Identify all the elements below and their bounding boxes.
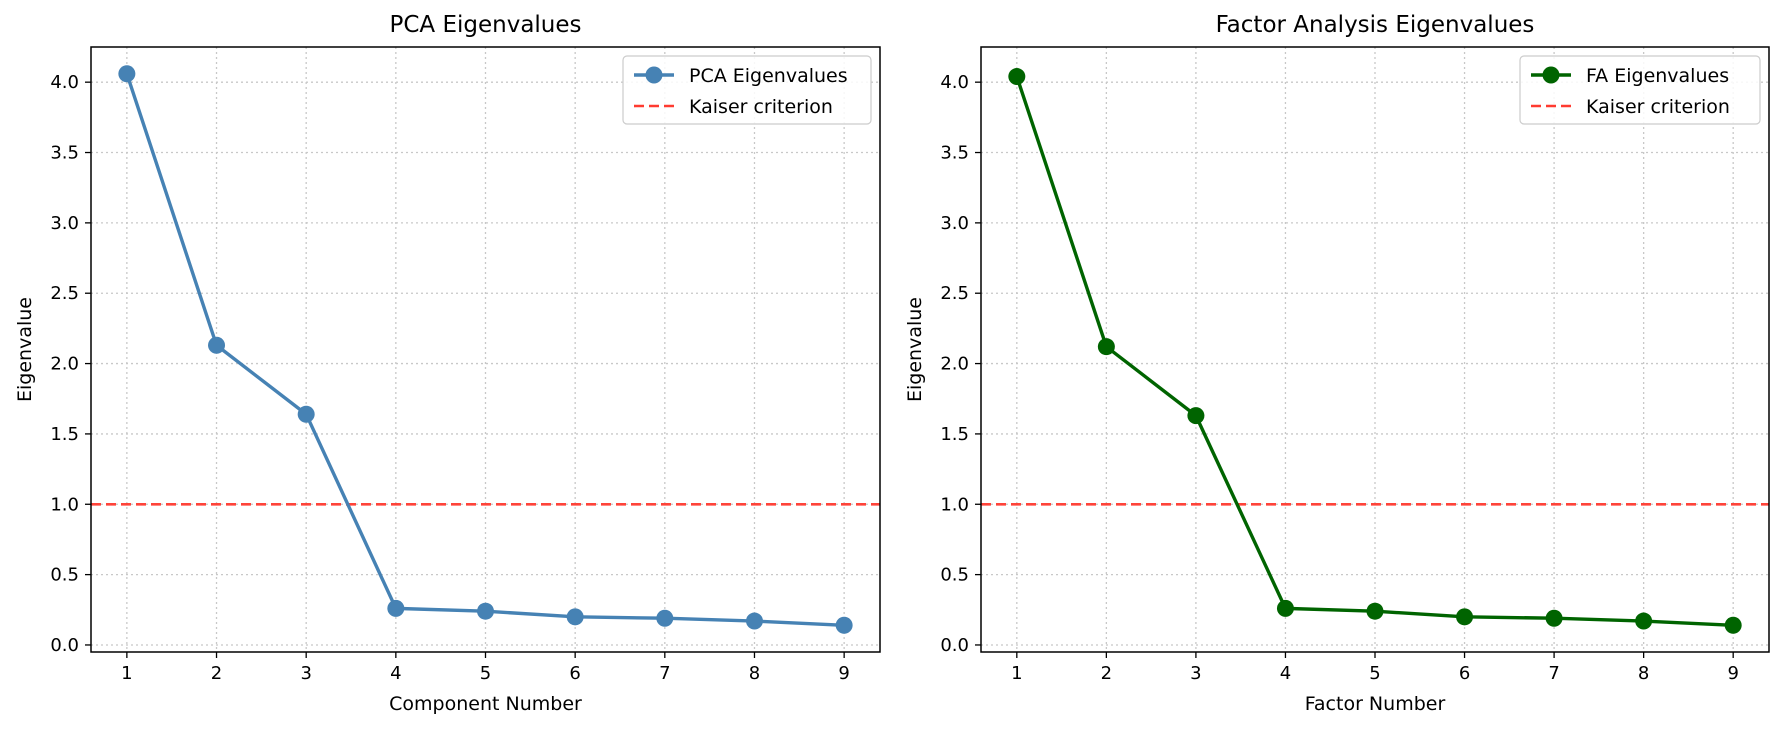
y-tick-label: 0.5 [940,565,969,586]
y-axis-label: Eigenvalue [14,297,36,402]
y-tick-label: 1.5 [50,424,79,445]
chart-fa: 1 2 3 4 5 6 7 8 9 0.0 0.5 1.0 1.5 2.0 2.5 3.0 3.5 4.0 Fact… [904,12,1770,715]
data-point [118,65,136,83]
y-tick-label: 0.0 [940,635,969,656]
data-point [208,336,226,354]
gridlines [91,47,880,652]
chart-title: PCA Eigenvalues [389,12,581,38]
x-tick-label: 6 [1459,663,1470,684]
x-tick-label: 3 [1190,663,1201,684]
legend-series-marker [645,66,663,84]
y-tick-label: 4.0 [940,72,969,93]
x-tick-label: 6 [569,663,580,684]
y-tick-label: 1.5 [940,424,969,445]
legend-box [622,55,872,125]
y-tick-label: 0.0 [50,635,79,656]
y-tick-label: 2.5 [50,283,79,304]
y-tick-label: 3.0 [940,213,969,234]
x-tick-label: 5 [1369,663,1380,684]
data-point [297,405,315,423]
data-point [1724,616,1742,634]
x-tick-label: 3 [300,663,311,684]
x-tick-label: 4 [1280,663,1291,684]
x-tick-label: 4 [390,663,401,684]
x-axis-label: Factor Number [1305,693,1446,715]
data-point [1635,612,1653,630]
y-tick-label: 3.5 [50,143,79,164]
y-tick-label: 3.5 [940,143,969,164]
data-point [1008,68,1026,86]
data-point [387,599,405,617]
x-tick-label: 2 [1101,663,1112,684]
legend-box [1519,55,1761,125]
legend-series-label: PCA Eigenvalues [689,65,848,87]
x-tick-label: 5 [480,663,491,684]
x-tick-label: 8 [749,663,760,684]
x-tick-label: 9 [838,663,849,684]
data-point [835,616,853,634]
y-tick-label: 1.0 [50,494,79,515]
x-tick-label: 9 [1727,663,1738,684]
data-point [1366,602,1384,620]
x-tick-label: 7 [659,663,670,684]
data-point [656,609,674,627]
y-tick-label: 4.0 [50,72,79,93]
x-tick-label: 2 [211,663,222,684]
legend-kaiser-label: Kaiser criterion [1586,96,1730,118]
legend: FA Eigenvalues Kaiser criterion [1519,55,1761,125]
x-tick-label: 7 [1548,663,1559,684]
data-point [745,612,763,630]
data-point [1456,608,1474,626]
data-point [1276,599,1294,617]
legend-series-label: FA Eigenvalues [1586,65,1729,87]
chart-title: Factor Analysis Eigenvalues [1216,12,1535,38]
y-tick-label: 3.0 [50,213,79,234]
data-point [1545,609,1563,627]
legend-kaiser-label: Kaiser criterion [689,96,833,118]
data-point [566,608,584,626]
legend: PCA Eigenvalues Kaiser criterion [622,55,872,125]
gridlines [981,47,1769,652]
y-tick-label: 2.5 [940,283,969,304]
data-point [1097,338,1115,356]
y-tick-label: 2.0 [940,354,969,375]
legend-series-marker [1542,66,1560,84]
data-point [477,602,494,620]
x-tick-label: 1 [1011,663,1022,684]
data-point [1187,407,1205,425]
chart-pca: 1 2 3 4 5 6 7 8 9 0.0 0.5 1.0 1.5 2.0 2.5 3.0 3.5 4.0 PCA … [14,12,881,715]
y-tick-label: 0.5 [50,565,79,586]
y-tick-label: 1.0 [940,494,969,515]
y-tick-label: 2.0 [50,354,79,375]
x-axis-label: Component Number [389,693,582,715]
x-tick-label: 8 [1638,663,1649,684]
x-tick-label: 1 [121,663,132,684]
y-axis-label: Eigenvalue [904,297,926,402]
